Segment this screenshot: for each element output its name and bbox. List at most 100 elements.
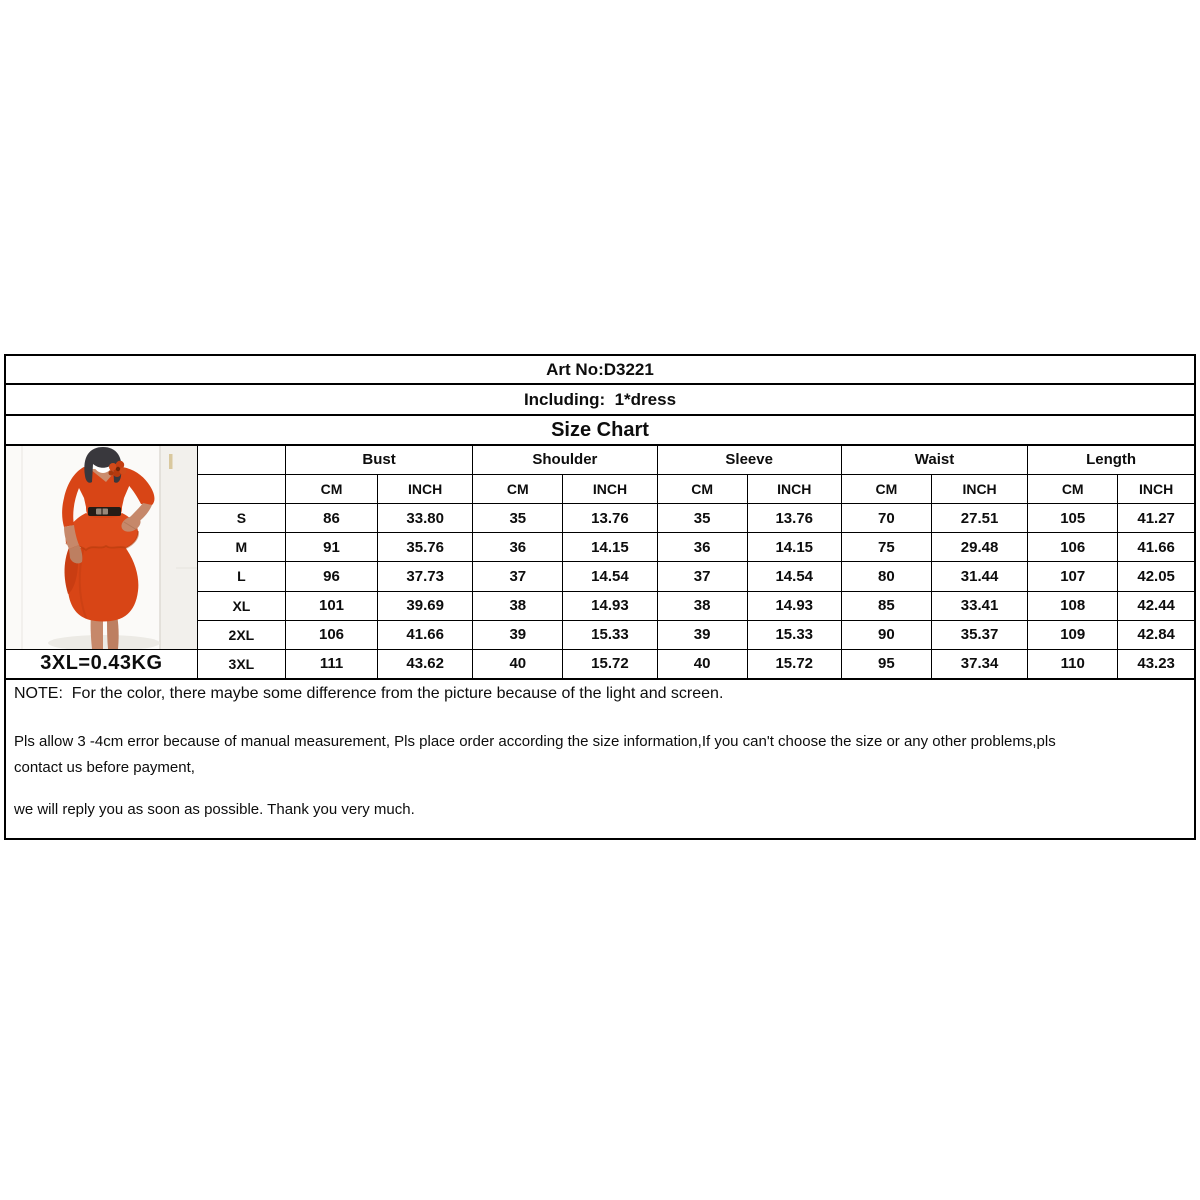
size-label-cell: XL: [196, 590, 286, 621]
value-cell: 40: [656, 649, 748, 679]
value-cell: 42.44: [1117, 590, 1196, 621]
value-cell: 15.33: [562, 619, 658, 651]
size-chart-title-row: Size Chart: [4, 414, 1196, 444]
corner-blank-cell: [196, 473, 286, 504]
value-cell: 31.44: [930, 561, 1029, 592]
group-header-sleeve: Sleeve: [656, 444, 842, 475]
size-row: 2XL 106 41.66 39 15.33 39 15.33 90 35.37…: [5, 619, 1196, 651]
size-row: 3XL=0.43KG 3XL 111 43.62 40 15.72 40 15.…: [4, 649, 1196, 679]
value-cell: 37: [472, 561, 564, 592]
unit-header: INCH: [746, 473, 842, 504]
size-row: L 96 37.73 37 14.54 37 14.54 80 31.44 10…: [5, 561, 1196, 592]
value-cell: 37.34: [930, 649, 1029, 679]
value-cell: 35: [472, 502, 564, 534]
value-cell: 43.62: [377, 649, 474, 679]
value-cell: 36: [472, 532, 564, 563]
model-right-arm: [119, 467, 155, 532]
value-cell: 35.37: [930, 619, 1029, 651]
value-cell: 27.51: [930, 502, 1029, 534]
value-cell: 90: [840, 619, 932, 651]
value-cell: 15.72: [562, 649, 658, 679]
value-cell: 40: [472, 649, 564, 679]
unit-header: CM: [656, 473, 748, 504]
size-chart-title: Size Chart: [551, 418, 649, 441]
size-label-cell: 2XL: [196, 619, 286, 651]
value-cell: 35: [656, 502, 748, 534]
value-cell: 85: [840, 590, 932, 621]
value-cell: 37.73: [377, 561, 474, 592]
unit-header: CM: [472, 473, 564, 504]
group-header-waist: Waist: [840, 444, 1029, 475]
value-cell: 29.48: [930, 532, 1029, 563]
value-cell: 75: [840, 532, 932, 563]
value-cell: 42.05: [1117, 561, 1196, 592]
value-cell: 107: [1027, 561, 1119, 592]
product-info-sheet: Art No:D3221 Including: 1*dress Size Cha…: [4, 354, 1196, 840]
value-cell: 38: [656, 590, 748, 621]
including-text: Including: 1*dress: [523, 389, 677, 409]
value-cell: 105: [1027, 502, 1119, 534]
dress-belt: [88, 507, 121, 516]
measurement-group-row: Model wearing an orange-red V-neck 3/4-s…: [4, 444, 1196, 650]
size-label-cell: 3XL: [196, 649, 286, 679]
value-cell: 15.72: [746, 649, 842, 679]
value-cell: 106: [1027, 532, 1119, 563]
group-header-length: Length: [1027, 444, 1196, 475]
size-label-cell: S: [196, 502, 286, 534]
value-cell: 80: [840, 561, 932, 592]
model-legs: [90, 615, 119, 649]
value-cell: 43.23: [1117, 649, 1196, 679]
value-cell: 14.93: [746, 590, 842, 621]
reply-note-text: we will reply you as soon as possible. T…: [14, 800, 415, 818]
brooch-flower: [108, 460, 127, 477]
value-cell: 14.15: [562, 532, 658, 563]
value-cell: 39: [472, 619, 564, 651]
weight-note-cell: 3XL=0.43KG: [4, 649, 198, 679]
value-cell: 41.27: [1117, 502, 1196, 534]
value-cell: 91: [284, 532, 379, 563]
size-label-cell: M: [196, 532, 286, 563]
size-chart-table: Model wearing an orange-red V-neck 3/4-s…: [4, 444, 1196, 680]
art-no-text: Art No:D3221: [546, 359, 654, 379]
value-cell: 41.66: [377, 619, 474, 651]
value-cell: 15.33: [746, 619, 842, 651]
value-cell: 14.93: [562, 590, 658, 621]
art-no-row: Art No:D3221: [4, 354, 1196, 383]
value-cell: 106: [284, 619, 379, 651]
value-cell: 13.76: [562, 502, 658, 534]
product-photo: Model wearing an orange-red V-neck 3/4-s…: [6, 446, 197, 649]
value-cell: 111: [284, 649, 379, 679]
unit-header: CM: [840, 473, 932, 504]
value-cell: 14.54: [562, 561, 658, 592]
value-cell: 96: [284, 561, 379, 592]
unit-header: CM: [284, 473, 379, 504]
value-cell: 14.54: [746, 561, 842, 592]
dress-peplum: [65, 513, 139, 550]
value-cell: 37: [656, 561, 748, 592]
unit-header: INCH: [1117, 473, 1196, 504]
unit-header: INCH: [377, 473, 474, 504]
corner-blank-cell: [196, 444, 286, 475]
value-cell: 110: [1027, 649, 1119, 679]
value-cell: 38: [472, 590, 564, 621]
unit-header: INCH: [562, 473, 658, 504]
group-header-shoulder: Shoulder: [472, 444, 658, 475]
notes-box: NOTE: For the color, there maybe some di…: [4, 679, 1196, 840]
model-hair: [84, 447, 122, 483]
group-header-bust: Bust: [284, 444, 474, 475]
value-cell: 39.69: [377, 590, 474, 621]
value-cell: 86: [284, 502, 379, 534]
value-cell: 95: [840, 649, 932, 679]
value-cell: 14.15: [746, 532, 842, 563]
value-cell: 36: [656, 532, 748, 563]
value-cell: 108: [1027, 590, 1119, 621]
size-row: XL 101 39.69 38 14.93 38 14.93 85 33.41 …: [5, 590, 1196, 621]
value-cell: 42.84: [1117, 619, 1196, 651]
measurement-note-text: Pls allow 3 -4cm error because of manual…: [14, 732, 1056, 776]
model-left-arm: [62, 467, 86, 564]
unit-header: INCH: [930, 473, 1029, 504]
size-label-cell: L: [196, 561, 286, 592]
value-cell: 70: [840, 502, 932, 534]
value-cell: 33.80: [377, 502, 474, 534]
